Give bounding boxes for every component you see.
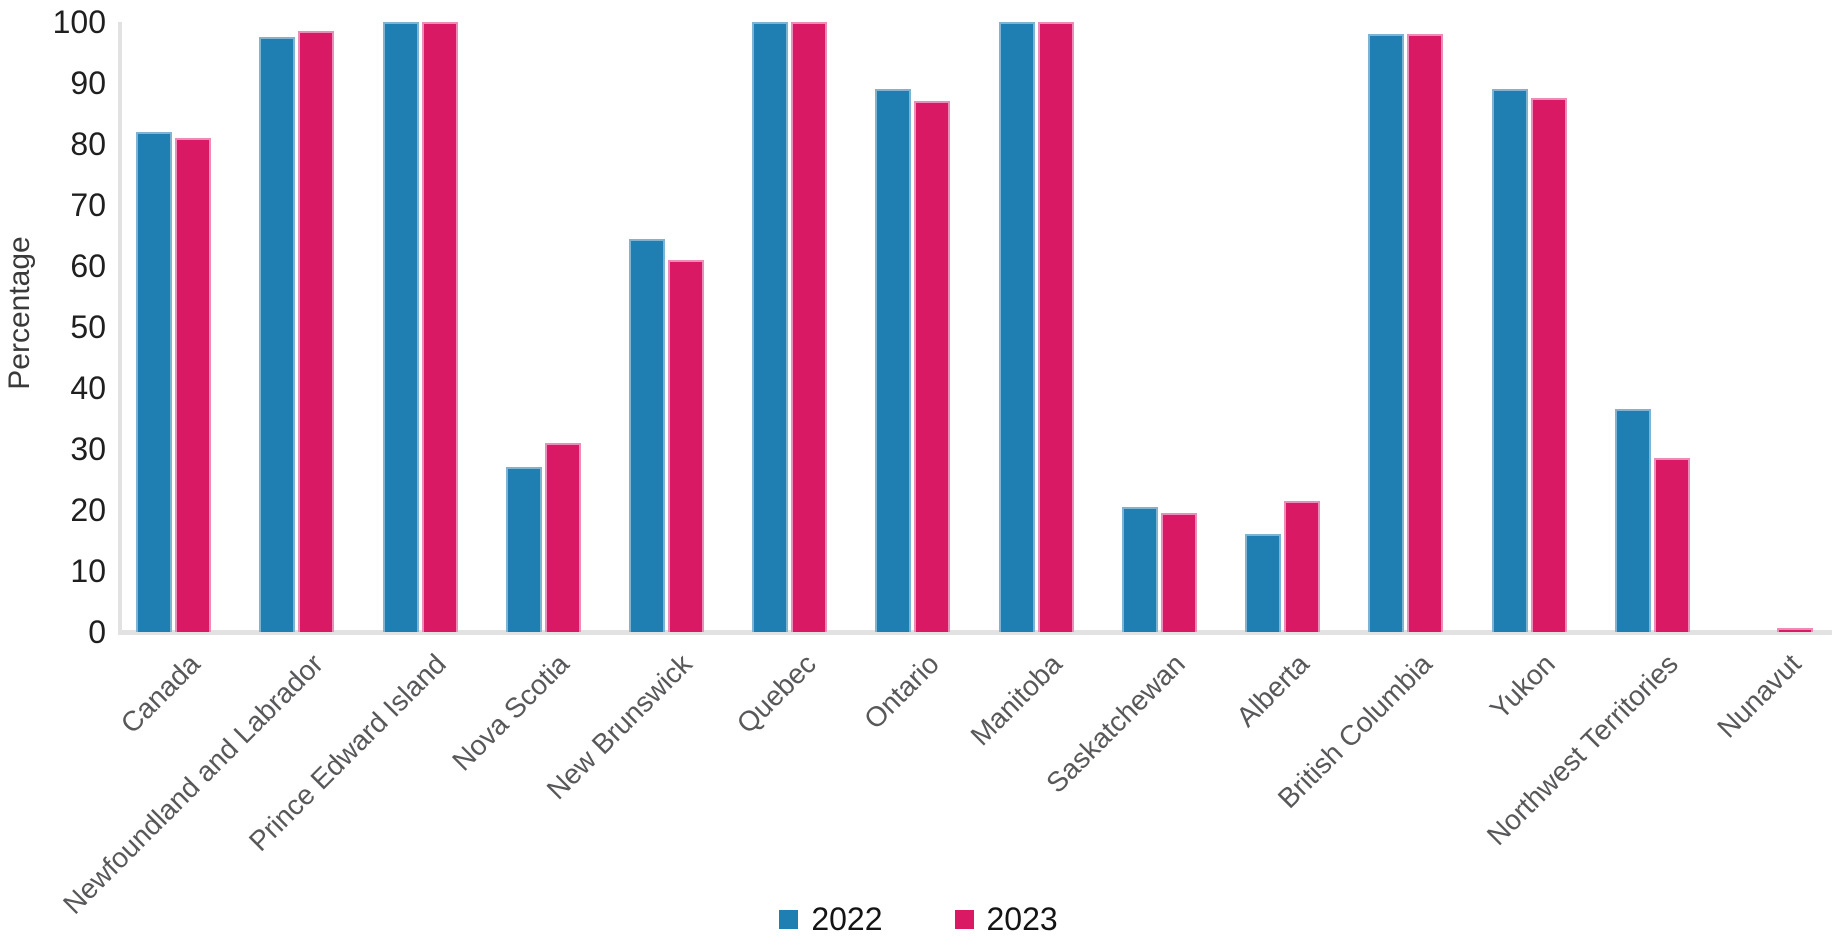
y-tick-label-10: 10	[70, 553, 106, 589]
bar-2022-saskatchewan[interactable]	[1121, 506, 1158, 632]
bar-group-prince-edward-island	[358, 22, 481, 632]
bar-group-nova-scotia	[482, 22, 605, 632]
bar-group-new-brunswick	[605, 22, 728, 632]
bar-2023-yukon[interactable]	[1530, 98, 1567, 632]
bar-group-alberta	[1221, 22, 1344, 632]
y-axis-line	[118, 22, 122, 632]
bar-2023-canada[interactable]	[175, 137, 212, 632]
x-axis-label-nova-scotia: Nova Scotia	[446, 648, 576, 777]
bar-groups	[112, 22, 1837, 632]
bar-2022-manitoba[interactable]	[998, 22, 1035, 632]
bar-group-manitoba	[975, 22, 1098, 632]
bar-2022-yukon[interactable]	[1491, 89, 1528, 632]
bar-2023-nunavut[interactable]	[1776, 628, 1813, 632]
x-axis-label-alberta: Alberta	[1229, 648, 1315, 733]
y-tick-label-80: 80	[70, 126, 106, 162]
y-tick-label-0: 0	[88, 614, 106, 650]
x-axis-label-canada: Canada	[114, 648, 206, 740]
bar-2022-alberta[interactable]	[1245, 534, 1282, 632]
bar-2022-quebec[interactable]	[752, 22, 789, 632]
x-axis-label-newfoundland-and-labrador: Newfoundland and Labrador	[56, 648, 329, 920]
bar-2022-prince-edward-island[interactable]	[382, 22, 419, 632]
bar-group-canada	[112, 22, 235, 632]
bar-2022-canada[interactable]	[136, 131, 173, 632]
y-tick-label-40: 40	[70, 370, 106, 406]
bar-2023-manitoba[interactable]	[1037, 22, 1074, 632]
legend-label-2022: 2022	[811, 901, 883, 937]
bar-group-ontario	[851, 22, 974, 632]
y-tick-label-30: 30	[70, 431, 106, 467]
x-axis-label-manitoba: Manitoba	[964, 648, 1069, 752]
x-axis-label-yukon: Yukon	[1483, 648, 1561, 725]
x-axis-label-nunavut: Nunavut	[1711, 648, 1808, 744]
bar-2023-saskatchewan[interactable]	[1160, 513, 1197, 632]
bar-group-nunavut	[1714, 22, 1837, 632]
bar-group-yukon	[1467, 22, 1590, 632]
bar-2023-northwest-territories[interactable]	[1653, 458, 1690, 632]
bar-2023-prince-edward-island[interactable]	[421, 22, 458, 632]
legend: 2022 2023	[0, 901, 1837, 938]
y-tick-label-90: 90	[70, 65, 106, 101]
legend-item-2022[interactable]: 2022	[779, 901, 883, 938]
bar-group-quebec	[728, 22, 851, 632]
bar-2022-nova-scotia[interactable]	[505, 467, 542, 632]
x-axis-line	[118, 630, 1832, 635]
x-axis-label-ontario: Ontario	[857, 648, 945, 735]
bar-group-northwest-territories	[1591, 22, 1714, 632]
bar-2022-northwest-territories[interactable]	[1614, 409, 1651, 632]
bar-2023-alberta[interactable]	[1284, 500, 1321, 632]
x-axis-label-quebec: Quebec	[730, 648, 822, 740]
bar-group-newfoundland-and-labrador	[235, 22, 358, 632]
legend-swatch-2022	[779, 910, 799, 929]
bar-2023-ontario[interactable]	[914, 101, 951, 632]
bar-2023-newfoundland-and-labrador[interactable]	[298, 31, 335, 632]
bar-2022-new-brunswick[interactable]	[628, 238, 665, 632]
y-tick-label-20: 20	[70, 492, 106, 528]
y-tick-label-50: 50	[70, 309, 106, 345]
bar-group-saskatchewan	[1098, 22, 1221, 632]
legend-item-2023[interactable]: 2023	[954, 901, 1058, 938]
bar-2022-british-columbia[interactable]	[1368, 34, 1405, 632]
bar-2023-quebec[interactable]	[791, 22, 828, 632]
bar-2023-new-brunswick[interactable]	[667, 259, 704, 632]
y-tick-label-100: 100	[52, 4, 106, 40]
bar-2023-british-columbia[interactable]	[1407, 34, 1444, 632]
legend-label-2023: 2023	[986, 901, 1058, 937]
y-tick-label-60: 60	[70, 248, 106, 284]
bar-2022-newfoundland-and-labrador[interactable]	[259, 37, 296, 632]
bar-group-british-columbia	[1344, 22, 1467, 632]
y-tick-label-70: 70	[70, 187, 106, 223]
legend-swatch-2023	[954, 910, 974, 929]
bar-2023-nova-scotia[interactable]	[544, 442, 581, 632]
plot-area	[112, 22, 1837, 635]
bar-2022-ontario[interactable]	[875, 89, 912, 632]
